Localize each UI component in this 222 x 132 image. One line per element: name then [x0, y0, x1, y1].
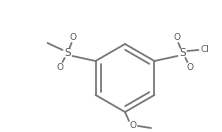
Text: S: S	[64, 48, 71, 58]
Text: O: O	[69, 32, 76, 41]
Text: O: O	[174, 32, 181, 41]
Text: Cl: Cl	[200, 44, 209, 53]
Text: S: S	[179, 48, 186, 58]
Text: O: O	[56, 63, 63, 72]
Text: O: O	[129, 121, 137, 131]
Text: O: O	[187, 63, 194, 72]
